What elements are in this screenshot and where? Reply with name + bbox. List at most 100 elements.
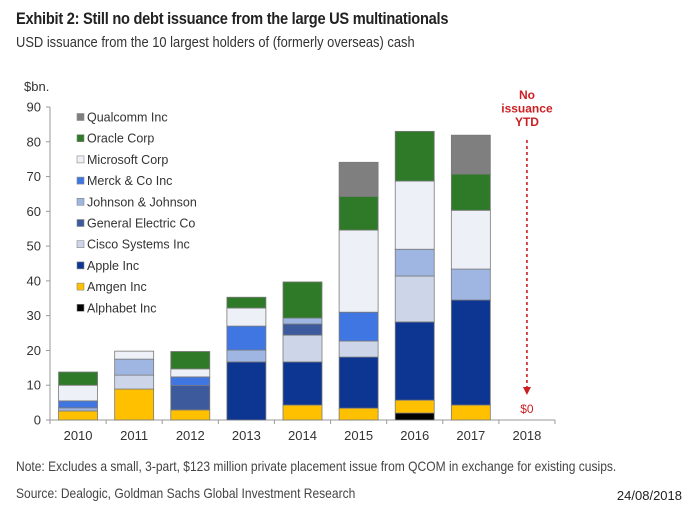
bar-segment-amgen-inc-2010 xyxy=(58,410,98,421)
footnote: Note: Excludes a small, 3-part, $123 mil… xyxy=(16,458,617,474)
bar-segment-qualcomm-inc-2017 xyxy=(450,134,491,175)
bar-segment-oracle-corp-2010 xyxy=(58,371,98,386)
legend-swatch xyxy=(76,303,85,312)
legend-swatch xyxy=(76,176,85,185)
bar-stack-2011 xyxy=(114,350,155,421)
bar-segment-cisco-systems-inc-2015 xyxy=(338,340,379,358)
bar-segment-merck-co-inc-2013 xyxy=(226,325,267,351)
y-tick-label: 90 xyxy=(27,100,41,115)
bar-segment-amgen-inc-2011 xyxy=(114,388,155,421)
legend-item: Johnson & Johnson xyxy=(76,195,197,209)
bar-segment-oracle-corp-2016 xyxy=(394,130,435,182)
bar-segment-johnson-johnson-2010 xyxy=(58,407,98,412)
y-tick-label: 70 xyxy=(27,169,41,184)
x-tick-label: 2012 xyxy=(176,428,205,443)
bar-stack-2013 xyxy=(226,296,267,421)
legend-item: Oracle Corp xyxy=(76,132,154,146)
bar-segment-qualcomm-inc-2015 xyxy=(338,161,379,197)
y-axis-label: $bn. xyxy=(24,79,49,94)
legend-label: Apple Inc xyxy=(87,259,139,273)
legend-swatch xyxy=(76,113,85,121)
x-tick-label: 2013 xyxy=(232,428,261,443)
y-tick-label: 30 xyxy=(27,308,41,323)
legend-label: Merck & Co Inc xyxy=(87,174,172,188)
legend-swatch xyxy=(76,134,85,142)
bar-segment-oracle-corp-2017 xyxy=(450,173,491,211)
bar-segment-oracle-corp-2013 xyxy=(226,296,267,309)
legend-item: Apple Inc xyxy=(76,259,139,273)
x-tick-label: 2015 xyxy=(344,428,373,443)
bar-segment-merck-co-inc-2012 xyxy=(170,376,211,386)
bar-segment-merck-co-inc-2015 xyxy=(338,311,379,342)
bar-stack-2014 xyxy=(282,281,323,421)
annotation-no-issuance-line: No xyxy=(519,88,535,102)
legend: Qualcomm Inc Oracle Corp Microsoft Corp Mer… xyxy=(76,111,197,315)
y-tick-label: 0 xyxy=(34,413,41,428)
y-tick-label: 10 xyxy=(27,378,41,393)
bar-stack-2012 xyxy=(170,351,211,421)
legend-item: Cisco Systems Inc xyxy=(76,238,190,252)
bar-segment-cisco-systems-inc-2011 xyxy=(114,374,155,390)
annotation-zero-value: $0 xyxy=(520,402,534,416)
x-tick-label: 2014 xyxy=(288,428,317,443)
annotation-no-issuance-line: issuance xyxy=(501,102,553,116)
y-axis: 0 10 20 30 40 50 60 70 80 90 xyxy=(27,100,51,428)
bar-segment-amgen-inc-2012 xyxy=(170,409,211,421)
legend-swatch xyxy=(76,282,85,291)
x-tick-label: 2010 xyxy=(64,428,93,443)
bar-segment-microsoft-corp-2015 xyxy=(338,229,379,313)
legend-swatch xyxy=(76,240,85,248)
bar-segment-amgen-inc-2017 xyxy=(450,404,491,421)
y-tick-label: 50 xyxy=(27,239,41,254)
bar-segment-johnson-johnson-2013 xyxy=(226,349,267,363)
bar-segment-amgen-inc-2014 xyxy=(282,404,323,421)
bar-segment-johnson-johnson-2017 xyxy=(450,268,491,301)
legend-label: Qualcomm Inc xyxy=(87,111,168,125)
annotation-no-issuance-line: YTD xyxy=(515,115,539,129)
legend-item: Merck & Co Inc xyxy=(76,174,172,188)
legend-label: Cisco Systems Inc xyxy=(87,238,190,252)
legend-label: Alphabet Inc xyxy=(87,301,157,315)
bars xyxy=(58,130,491,421)
bar-segment-oracle-corp-2014 xyxy=(282,281,323,319)
bar-segment-microsoft-corp-2016 xyxy=(394,180,435,250)
bar-segment-apple-inc-2015 xyxy=(338,356,379,409)
legend-swatch xyxy=(76,219,85,227)
y-tick-label: 80 xyxy=(27,134,41,149)
x-axis: 2010 2011 2012 2013 2014 2015 2016 2017 2018 xyxy=(49,419,556,443)
bar-segment-oracle-corp-2012 xyxy=(170,351,211,370)
bar-segment-microsoft-corp-2011 xyxy=(114,350,155,360)
legend-swatch xyxy=(76,198,85,206)
legend-item: General Electric Co xyxy=(76,217,195,231)
y-tick-label: 60 xyxy=(27,204,41,219)
legend-label: General Electric Co xyxy=(87,217,195,231)
bar-segment-apple-inc-2016 xyxy=(394,321,435,401)
bar-segment-amgen-inc-2015 xyxy=(338,407,379,421)
bar-segment-alphabet-inc-2016 xyxy=(394,412,435,421)
publish-date: 24/08/2018 xyxy=(616,488,682,503)
bar-segment-microsoft-corp-2017 xyxy=(450,209,491,270)
bar-segment-cisco-systems-inc-2014 xyxy=(282,334,323,363)
bar-stack-2017 xyxy=(450,134,491,421)
legend-label: Johnson & Johnson xyxy=(87,195,197,209)
legend-item: Microsoft Corp xyxy=(76,153,168,167)
bar-stack-2016 xyxy=(394,130,435,421)
legend-label: Amgen Inc xyxy=(87,280,147,294)
bar-stack-2015 xyxy=(338,161,379,421)
x-tick-label: 2018 xyxy=(512,428,541,443)
x-tick-label: 2011 xyxy=(120,428,148,443)
chart-title: Exhibit 2: Still no debt issuance from t… xyxy=(16,9,449,28)
bar-stack-2010 xyxy=(58,371,98,421)
arrow-down-icon xyxy=(522,387,531,395)
legend-label: Microsoft Corp xyxy=(87,153,168,167)
bar-segment-amgen-inc-2016 xyxy=(394,399,435,414)
legend-item: Alphabet Inc xyxy=(76,301,157,315)
bar-segment-apple-inc-2017 xyxy=(450,299,491,406)
legend-swatch xyxy=(76,155,85,164)
bar-segment-merck-co-inc-2010 xyxy=(58,400,98,409)
bar-segment-oracle-corp-2015 xyxy=(338,195,379,231)
legend-swatch xyxy=(76,261,85,270)
bar-segment-cisco-systems-inc-2016 xyxy=(394,275,435,323)
